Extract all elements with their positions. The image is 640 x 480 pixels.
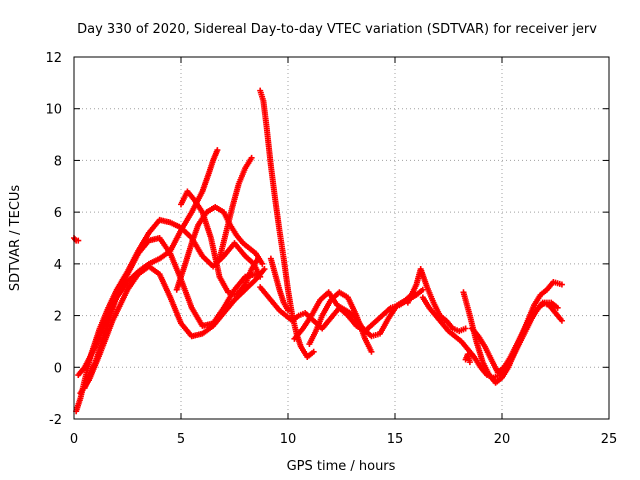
data-point [72,236,79,243]
data-point [419,286,426,293]
series-arc-7 [178,188,262,298]
grid [74,57,609,419]
data-point [285,307,291,314]
x-tick-label: 25 [601,432,618,447]
x-tick-label: 5 [177,432,185,447]
series-arc-5 [81,235,259,391]
data-points [71,87,565,415]
series-arc-16 [469,299,565,376]
y-tick-label: 2 [54,310,62,325]
y-tick-label: 0 [54,361,62,376]
x-tick-label: 10 [280,432,297,447]
data-point [554,304,561,311]
data-point [466,359,473,366]
series-arc-17 [462,351,473,366]
series-arc-13 [404,266,469,335]
series-arc-8 [216,154,255,262]
data-point [248,154,255,161]
x-axis-label: GPS time / hours [287,459,396,474]
data-point [261,266,268,273]
y-tick-label: 12 [45,51,62,66]
data-point [214,147,221,154]
series-arc-3 [75,147,221,379]
data-point [558,317,565,324]
x-tick-label: 15 [387,432,404,447]
chart-title: Day 330 of 2020, Sidereal Day-to-day VTE… [77,22,597,37]
series-arc-1 [71,235,82,244]
x-tick-label: 0 [70,432,78,447]
y-tick-label: 4 [54,258,62,273]
x-tick-label: 20 [494,432,511,447]
plot-frame [73,56,610,420]
y-tick-label: -2 [49,413,62,428]
y-tick-label: 10 [45,103,62,118]
series-arc-18 [267,255,291,314]
data-point [255,255,262,262]
axis-ticks: 0 5 10 15 20 25 -2 0 2 4 6 8 10 12 [45,51,617,447]
data-point [368,348,375,355]
data-point [310,348,317,355]
y-axis-label: SDTVAR / TECUs [8,185,23,292]
data-point [75,237,82,244]
y-tick-label: 8 [54,154,62,169]
y-tick-label: 6 [54,206,62,221]
series-arc-12 [306,289,375,355]
series-arc-6 [173,203,266,293]
data-point [252,271,259,278]
data-point [558,281,565,288]
data-point [462,325,469,332]
data-point [259,260,266,267]
